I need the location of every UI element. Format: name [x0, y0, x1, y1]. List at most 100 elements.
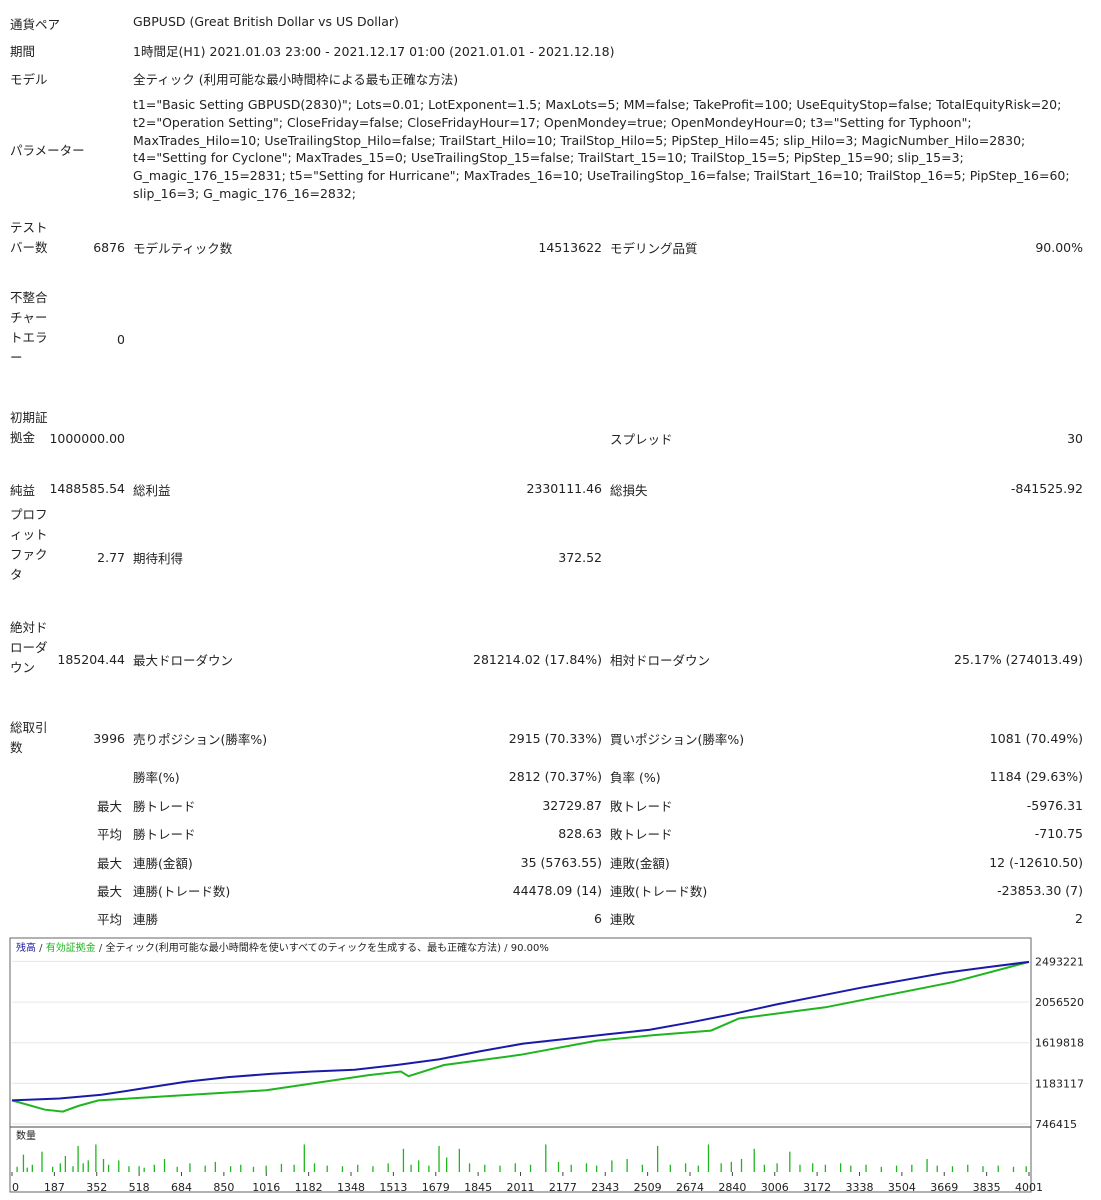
volume-label: 数量: [16, 1129, 36, 1142]
long-label: 買いポジション(勝率%): [610, 732, 745, 747]
x-tick-label: 518: [129, 1181, 150, 1194]
abs-dd-label: 絶対ドローダウン: [10, 620, 48, 675]
x-tick-label: 3338: [846, 1181, 874, 1194]
max-loss-trade-label: 敗トレード: [610, 799, 673, 814]
x-tick-label: 684: [171, 1181, 192, 1194]
spread-label: スプレッド: [610, 432, 673, 447]
x-tick-label: 3835: [973, 1181, 1001, 1194]
avg-cons-wins-value: 6: [594, 911, 602, 926]
period-label: 期間: [10, 44, 36, 59]
y-tick-label: 2493221: [1035, 955, 1084, 968]
x-tick-label: 1182: [295, 1181, 323, 1194]
y-tick-label: 1183117: [1035, 1077, 1084, 1090]
x-tick-label: 1845: [464, 1181, 492, 1194]
max-prefix-label: 最大: [97, 856, 123, 871]
params-label: パラメーター: [10, 143, 85, 158]
net-profit-value: 1488585.54: [49, 481, 125, 496]
x-tick-label: 2343: [591, 1181, 619, 1194]
lossrate-value: 1184 (29.63%): [989, 769, 1083, 784]
chart-frame: [9, 937, 1032, 1193]
avg-cons-wins-label: 連勝: [133, 912, 159, 927]
legend-balance: 残高: [16, 941, 36, 954]
total-trades-label: 総取引数: [10, 720, 48, 755]
cons-losses-money-value: 12 (-12610.50): [989, 855, 1083, 870]
y-tick-label: 746415: [1035, 1118, 1077, 1131]
lossrate-label: 負率 (%): [610, 770, 661, 785]
avg-prefix-label: 平均: [97, 827, 123, 842]
legend-model: 全ティック(利用可能な最小時間枠を使いすべてのティックを生成する、最も正確な方法…: [105, 941, 501, 954]
max-prefix-label: 最大: [97, 884, 123, 899]
cons-wins-money-label: 連勝(金額): [133, 856, 193, 871]
x-tick-label: 352: [86, 1181, 107, 1194]
winrate-label: 勝率(%): [133, 770, 180, 785]
legend-quality: 90.00%: [511, 943, 549, 954]
rel-dd-value: 25.17% (274013.49): [954, 652, 1083, 667]
avg-cons-losses-value: 2: [1075, 911, 1083, 926]
params-line: t1="Basic Setting GBPUSD(2830)"; Lots=0.…: [133, 97, 1062, 112]
net-profit-label: 純益: [10, 483, 36, 498]
x-tick-label: 187: [44, 1181, 65, 1194]
x-tick-label: 2674: [676, 1181, 704, 1194]
volume-bars: [16, 1144, 1027, 1172]
expected-payoff-label: 期待利得: [133, 551, 184, 566]
cons-wins-money-value: 35 (5763.55): [520, 855, 602, 870]
long-value: 1081 (70.49%): [989, 731, 1083, 746]
gross-loss-label: 総損失: [610, 483, 648, 498]
params-line: slip_16=3; G_magic_176_16=2832;: [133, 185, 356, 201]
model-quality-label: モデリング品質: [610, 241, 698, 256]
total-trades-value: 3996: [93, 731, 125, 746]
y-ticks: 2493221 2056520 1619818 1183117 746415: [1035, 955, 1084, 1131]
avg-loss-trade-label: 敗トレード: [610, 827, 673, 842]
test-bars-label: テストバー数: [10, 220, 48, 255]
x-tick-label: 2509: [634, 1181, 662, 1194]
max-prefix-label: 最大: [97, 799, 123, 814]
avg-loss-trade-value: -710.75: [1034, 826, 1083, 841]
params-line: G_magic_176_15=2831; t5="Setting for Hur…: [133, 168, 1070, 184]
mismatch-label: 不整合チャートエラー: [10, 290, 48, 365]
x-tick-label: 3172: [803, 1181, 831, 1194]
legend-sep: /: [501, 943, 511, 954]
cons-wins-count-label: 連勝(トレード数): [133, 884, 231, 899]
legend-sep: /: [96, 943, 106, 954]
gross-loss-value: -841525.92: [1010, 481, 1083, 496]
cons-losses-count-label: 連敗(トレード数): [610, 884, 708, 899]
params-line: t2="Operation Setting"; CloseFriday=fals…: [133, 114, 972, 130]
model-value: 全ティック (利用可能な最小時間枠による最も正確な方法): [133, 72, 459, 87]
x-tick-label: 2011: [507, 1181, 535, 1194]
gross-profit-label: 総利益: [133, 483, 171, 498]
model-ticks-value: 14513622: [538, 240, 602, 255]
profit-factor-label: プロフィットファクタ: [10, 507, 48, 582]
params-value: t1="Basic Setting GBPUSD(2830)"; Lots=0.…: [133, 96, 1088, 203]
winrate-value: 2812 (70.37%): [508, 769, 602, 784]
profit-factor-value: 2.77: [97, 550, 125, 565]
spread-value: 30: [1067, 431, 1083, 446]
cons-losses-count-value: -23853.30 (7): [997, 883, 1083, 898]
avg-win-trade-value: 828.63: [558, 826, 602, 841]
x-tick-label: 1348: [337, 1181, 365, 1194]
avg-prefix-label: 平均: [97, 912, 123, 927]
model-ticks-label: モデルティック数: [133, 241, 233, 256]
y-tick-label: 2056520: [1035, 996, 1084, 1009]
balance-chart: 残高 / 有効証拠金 / 全ティック(利用可能な最小時間枠を使いすべてのティック…: [9, 937, 1084, 1194]
legend-sep: /: [36, 943, 46, 954]
params-line: t4="Setting for Cyclone"; MaxTrades_15=0…: [133, 150, 964, 166]
x-tick-label: 1679: [422, 1181, 450, 1194]
expected-payoff-value: 372.52: [558, 550, 602, 565]
rel-dd-label: 相対ドローダウン: [610, 653, 711, 668]
x-tick-label: 2177: [549, 1181, 577, 1194]
x-tick-label: 1016: [252, 1181, 280, 1194]
equity-line: [11, 960, 1030, 1113]
x-tick-label: 1513: [379, 1181, 407, 1194]
cons-losses-money-label: 連敗(金額): [610, 856, 670, 871]
y-tick-label: 1619818: [1035, 1037, 1084, 1050]
max-dd-value: 281214.02 (17.84%): [473, 652, 602, 667]
max-dd-label: 最大ドローダウン: [133, 653, 234, 668]
chart-legend: 残高 / 有効証拠金 / 全ティック(利用可能な最小時間枠を使いすべてのティック…: [16, 941, 549, 954]
short-label: 売りポジション(勝率%): [133, 732, 268, 747]
balance-line: [11, 960, 1030, 1102]
max-win-trade-value: 32729.87: [542, 798, 602, 813]
period-value: 1時間足(H1) 2021.01.03 23:00 - 2021.12.17 0…: [133, 44, 615, 59]
gross-profit-value: 2330111.46: [526, 481, 602, 496]
x-tick-label: 4001: [1015, 1181, 1043, 1194]
x-tick-label: 3504: [888, 1181, 916, 1194]
